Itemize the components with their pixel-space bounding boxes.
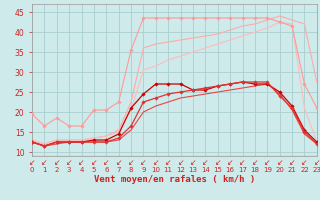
Text: ↙: ↙ bbox=[202, 158, 209, 167]
Text: ↙: ↙ bbox=[289, 158, 295, 167]
Text: ↙: ↙ bbox=[153, 158, 159, 167]
Text: ↙: ↙ bbox=[264, 158, 270, 167]
Text: ↙: ↙ bbox=[239, 158, 246, 167]
Text: ↙: ↙ bbox=[227, 158, 233, 167]
Text: ↙: ↙ bbox=[140, 158, 147, 167]
Text: ↙: ↙ bbox=[78, 158, 85, 167]
Text: ↙: ↙ bbox=[66, 158, 72, 167]
Text: ↙: ↙ bbox=[165, 158, 172, 167]
Text: ↙: ↙ bbox=[103, 158, 109, 167]
Text: ↙: ↙ bbox=[252, 158, 258, 167]
Text: ↙: ↙ bbox=[116, 158, 122, 167]
Text: ↙: ↙ bbox=[177, 158, 184, 167]
Text: ↙: ↙ bbox=[190, 158, 196, 167]
Text: ↙: ↙ bbox=[29, 158, 35, 167]
Text: ↙: ↙ bbox=[41, 158, 48, 167]
Text: ↙: ↙ bbox=[214, 158, 221, 167]
Text: ↙: ↙ bbox=[128, 158, 134, 167]
Text: ↙: ↙ bbox=[301, 158, 308, 167]
Text: ↙: ↙ bbox=[314, 158, 320, 167]
Text: ↙: ↙ bbox=[91, 158, 97, 167]
Text: ↙: ↙ bbox=[53, 158, 60, 167]
Text: ↙: ↙ bbox=[276, 158, 283, 167]
X-axis label: Vent moyen/en rafales ( km/h ): Vent moyen/en rafales ( km/h ) bbox=[94, 174, 255, 184]
